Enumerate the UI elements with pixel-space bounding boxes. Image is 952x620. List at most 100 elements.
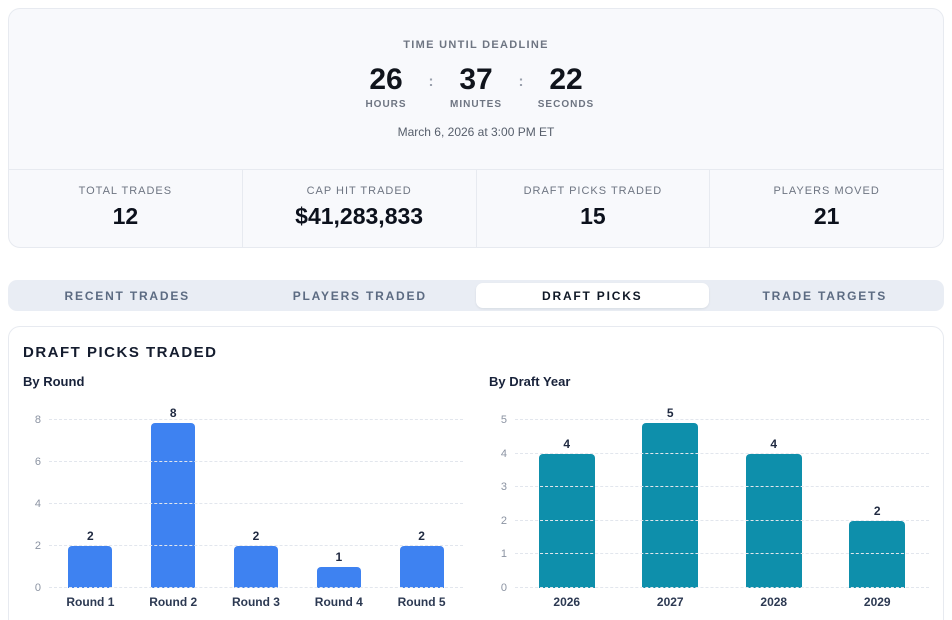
stat-label: TOTAL TRADES: [78, 185, 173, 197]
tab-draft-picks[interactable]: DRAFT PICKS: [476, 283, 709, 308]
bar-slot: 2: [215, 406, 298, 588]
gridline: [515, 519, 929, 521]
y-tick-label: 4: [500, 447, 507, 460]
stat-label: CAP HIT TRADED: [306, 185, 412, 197]
bar-value-label: 5: [666, 406, 674, 420]
bar-slot: 2: [380, 406, 463, 588]
bar[interactable]: [316, 567, 361, 588]
x-category-label: 2026: [553, 595, 581, 609]
bar[interactable]: [151, 423, 196, 588]
gridline: [49, 461, 463, 462]
bar-slot: 1: [297, 406, 380, 588]
gridline: [515, 452, 929, 454]
y-tick-label: 1: [500, 548, 507, 561]
x-category-label: Round 5: [397, 595, 446, 609]
bar-value-label: 2: [873, 503, 881, 518]
y-tick-label: 5: [500, 414, 507, 426]
y-tick-label: 4: [34, 498, 41, 510]
bar-slot: 8: [132, 406, 215, 588]
y-tick-label: 0: [500, 582, 507, 594]
gridline: [515, 587, 929, 588]
gridline: [49, 587, 463, 588]
y-tick-label: 6: [34, 456, 41, 468]
x-category-label: Round 1: [66, 595, 115, 609]
y-tick-label: 0: [34, 582, 41, 594]
countdown-seconds-label: SECONDS: [537, 99, 595, 110]
bar-chart: 0 2 4 6 8 2 8 2 1 2 Round 1 Round 2 Round 3 Round 4…: [23, 406, 463, 609]
countdown-seconds-group: 22 SECONDS: [532, 63, 600, 110]
bar[interactable]: [642, 423, 699, 588]
stats-row: TOTAL TRADES 12 CAP HIT TRADED $41,283,8…: [9, 169, 943, 247]
countdown-hours-group: 26 HOURS: [352, 63, 420, 110]
bar-value-label: 8: [169, 406, 177, 420]
gridline: [515, 553, 929, 555]
bars: 4 5 4 2: [515, 406, 929, 588]
countdown-hours-label: HOURS: [365, 99, 407, 110]
stat-value: $41,283,833: [295, 203, 424, 229]
countdown-hours-value: 26: [369, 63, 403, 96]
countdown-section: TIME UNTIL DEADLINE 26 HOURS : 37 MINUTE…: [9, 9, 943, 169]
countdown-timer: 26 HOURS : 37 MINUTES : 22 SECONDS: [352, 63, 600, 110]
bar-chart: 0 1 2 3 4 5 4 5 4 2 2026 2027 2028 2029: [489, 406, 929, 609]
countdown-minutes-value: 37: [459, 63, 493, 96]
stat-draft-picks-traded: DRAFT PICKS TRADED 15: [475, 170, 710, 247]
x-category-label: Round 4: [314, 595, 363, 609]
gridline: [49, 503, 463, 504]
x-axis-labels: Round 1 Round 2 Round 3 Round 4 Round 5: [49, 595, 463, 609]
x-category-label: 2027: [656, 595, 684, 609]
gridline: [515, 486, 929, 488]
stat-cap-hit-traded: CAP HIT TRADED $41,283,833: [241, 170, 476, 247]
bar[interactable]: [233, 546, 278, 588]
bar[interactable]: [849, 520, 906, 588]
y-axis: 0 2 4 6 8: [23, 406, 49, 594]
bar[interactable]: [399, 546, 444, 588]
countdown-separator: :: [518, 73, 524, 90]
draft-picks-panel: DRAFT PICKS TRADED By Round 0 2 4 6 8 2 8 2 1 2 …: [8, 326, 944, 620]
stat-value: 12: [112, 203, 139, 229]
stat-label: PLAYERS MOVED: [773, 185, 880, 197]
stat-label: DRAFT PICKS TRADED: [523, 185, 663, 197]
bar-slot: 2: [826, 406, 930, 588]
countdown-minutes-label: MINUTES: [450, 99, 502, 110]
tab-recent-trades[interactable]: RECENT TRADES: [64, 288, 190, 303]
plot-area: 4 5 4 2: [515, 406, 929, 588]
stat-value: 15: [580, 203, 606, 229]
x-category-label: 2029: [863, 595, 891, 609]
deadline-card: TIME UNTIL DEADLINE 26 HOURS : 37 MINUTE…: [8, 8, 944, 248]
countdown-seconds-value: 22: [549, 63, 583, 96]
bar-value-label: 4: [770, 436, 778, 451]
panel-title: DRAFT PICKS TRADED: [23, 344, 218, 361]
y-tick-label: 2: [34, 540, 41, 552]
countdown-title: TIME UNTIL DEADLINE: [403, 39, 549, 51]
tab-players-traded[interactable]: PLAYERS TRADED: [292, 288, 427, 303]
y-tick-label: 3: [500, 481, 507, 494]
x-category-label: 2028: [760, 595, 788, 609]
y-tick-label: 2: [500, 514, 507, 527]
bar-value-label: 4: [563, 436, 571, 451]
stat-value: 21: [813, 203, 840, 229]
bars: 2 8 2 1 2: [49, 406, 463, 588]
x-category-label: Round 2: [149, 595, 198, 609]
gridline: [49, 419, 463, 420]
bar-slot: 2: [49, 406, 132, 588]
gridline: [49, 545, 463, 546]
y-tick-label: 8: [34, 414, 41, 426]
x-axis-labels: 2026 2027 2028 2029: [515, 595, 929, 609]
tab-trade-targets[interactable]: TRADE TARGETS: [762, 288, 887, 303]
bar-value-label: 1: [335, 550, 343, 564]
bar-slot: 4: [722, 406, 826, 588]
stat-total-trades: TOTAL TRADES 12: [9, 170, 242, 247]
bar[interactable]: [68, 546, 113, 588]
countdown-minutes-group: 37 MINUTES: [442, 63, 510, 110]
gridline: [515, 419, 929, 420]
bar-slot: 5: [619, 406, 723, 588]
bar-value-label: 2: [252, 529, 260, 543]
bar-slot: 4: [515, 406, 619, 588]
chart-title: By Draft Year: [489, 374, 571, 389]
plot-area: 2 8 2 1 2: [49, 406, 463, 588]
countdown-separator: :: [428, 73, 434, 90]
bar-value-label: 2: [87, 529, 94, 543]
